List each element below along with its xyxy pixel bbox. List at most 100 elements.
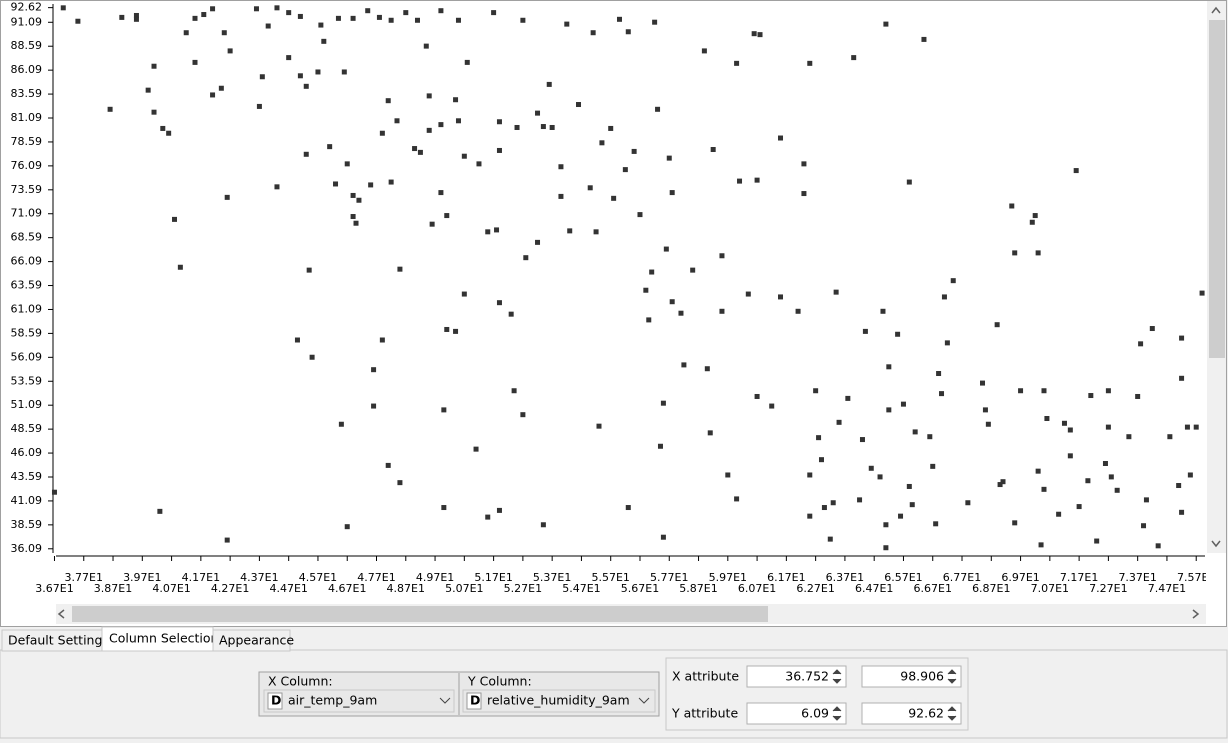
x-tick-label: 4.27E1 — [211, 582, 249, 595]
point — [912, 429, 918, 435]
scroll-right[interactable] — [1192, 609, 1200, 619]
point — [745, 291, 751, 297]
point — [757, 32, 763, 38]
y-tick-label: 88.59 — [11, 39, 43, 52]
point — [669, 190, 675, 196]
point — [201, 12, 207, 18]
point — [485, 229, 491, 235]
scroll-left[interactable] — [57, 609, 65, 619]
point — [385, 462, 391, 468]
spinner-value[interactable]: 98.906 — [900, 669, 944, 684]
point — [1114, 487, 1120, 493]
spinner-arrows[interactable] — [947, 706, 957, 721]
scroll-down[interactable] — [1211, 540, 1221, 548]
spinner-arrows[interactable] — [832, 669, 842, 684]
point — [1193, 424, 1199, 430]
x-column-combo[interactable] — [263, 689, 455, 713]
point — [1179, 509, 1185, 515]
point — [274, 184, 280, 190]
point — [980, 380, 986, 386]
point — [253, 6, 259, 12]
point — [655, 106, 661, 112]
x-tick-label: 4.77E1 — [357, 571, 395, 584]
point — [939, 391, 945, 397]
spinner-field[interactable] — [861, 702, 962, 725]
point — [877, 474, 883, 480]
spinner-field[interactable] — [746, 702, 847, 725]
tab-label[interactable]: Column Selection — [109, 631, 218, 646]
x-tick-label: 4.17E1 — [182, 571, 220, 584]
spinner-value[interactable]: 6.09 — [801, 706, 829, 721]
point — [119, 14, 125, 20]
tab[interactable] — [212, 629, 291, 652]
x-tick-label: 7.17E1 — [1060, 571, 1098, 584]
spinner-field[interactable] — [861, 665, 962, 688]
point — [429, 221, 435, 227]
point — [224, 537, 230, 543]
point — [286, 55, 292, 61]
point — [321, 38, 327, 44]
point — [461, 291, 467, 297]
point — [496, 147, 502, 153]
y-tick-label: 81.09 — [11, 111, 43, 124]
y-column-value[interactable]: relative_humidity_9am — [487, 693, 630, 708]
scroll-up[interactable] — [1211, 6, 1221, 14]
tab-label[interactable]: Appearance — [219, 633, 294, 648]
spinner-field[interactable] — [746, 665, 847, 688]
point — [51, 489, 57, 495]
point — [933, 521, 939, 527]
point — [669, 299, 675, 305]
point — [857, 497, 863, 503]
point — [303, 83, 309, 89]
point — [75, 18, 81, 24]
point — [133, 12, 139, 18]
x-tick-label: 4.07E1 — [152, 582, 190, 595]
point — [344, 524, 350, 530]
point — [1187, 472, 1193, 478]
dropdown-arrow[interactable] — [439, 697, 451, 704]
point — [690, 267, 696, 273]
x-tick-label: 6.27E1 — [796, 582, 834, 595]
h-scroll-thumb[interactable] — [72, 606, 768, 622]
point — [160, 125, 166, 131]
point — [1061, 420, 1067, 426]
point — [172, 216, 178, 222]
point — [145, 87, 151, 93]
point — [494, 227, 500, 233]
y-tick-label: 53.59 — [11, 374, 43, 387]
x-tick-label: 3.67E1 — [35, 582, 73, 595]
x-tick-label: 6.57E1 — [884, 571, 922, 584]
x-tick-label: 7.37E1 — [1118, 571, 1156, 584]
tab-label[interactable]: Default Settings — [8, 633, 109, 648]
y-tick-label: 43.59 — [11, 470, 43, 483]
y-tick-label: 71.09 — [11, 207, 43, 220]
point — [807, 60, 813, 66]
point — [564, 21, 570, 27]
point — [256, 103, 262, 109]
x-tick-label: 5.47E1 — [562, 582, 600, 595]
x-tick-label: 6.37E1 — [826, 571, 864, 584]
x-column-value[interactable]: air_temp_9am — [288, 693, 377, 708]
point — [649, 269, 655, 275]
point — [438, 8, 444, 14]
spinner-arrows[interactable] — [947, 669, 957, 684]
point — [616, 16, 622, 22]
spinner-value[interactable]: 36.752 — [785, 669, 829, 684]
spinner-value[interactable]: 92.62 — [908, 706, 944, 721]
spinner-arrows[interactable] — [832, 706, 842, 721]
point — [157, 508, 163, 514]
point — [836, 419, 842, 425]
v-scroll-thumb[interactable] — [1209, 20, 1225, 358]
point — [681, 362, 687, 368]
dropdown-arrow[interactable] — [638, 697, 650, 704]
point — [335, 15, 341, 21]
x-tick-label: 7.27E1 — [1089, 582, 1127, 595]
y-column-combo[interactable] — [462, 689, 656, 713]
point — [944, 340, 950, 346]
x-tick-label: 4.87E1 — [387, 582, 425, 595]
tab-selected[interactable] — [101, 626, 214, 652]
x-tick-labels: 3.67E13.77E13.87E13.97E14.07E14.17E14.27… — [35, 571, 1206, 595]
point — [807, 472, 813, 478]
y-tick-label: 76.09 — [11, 159, 43, 172]
